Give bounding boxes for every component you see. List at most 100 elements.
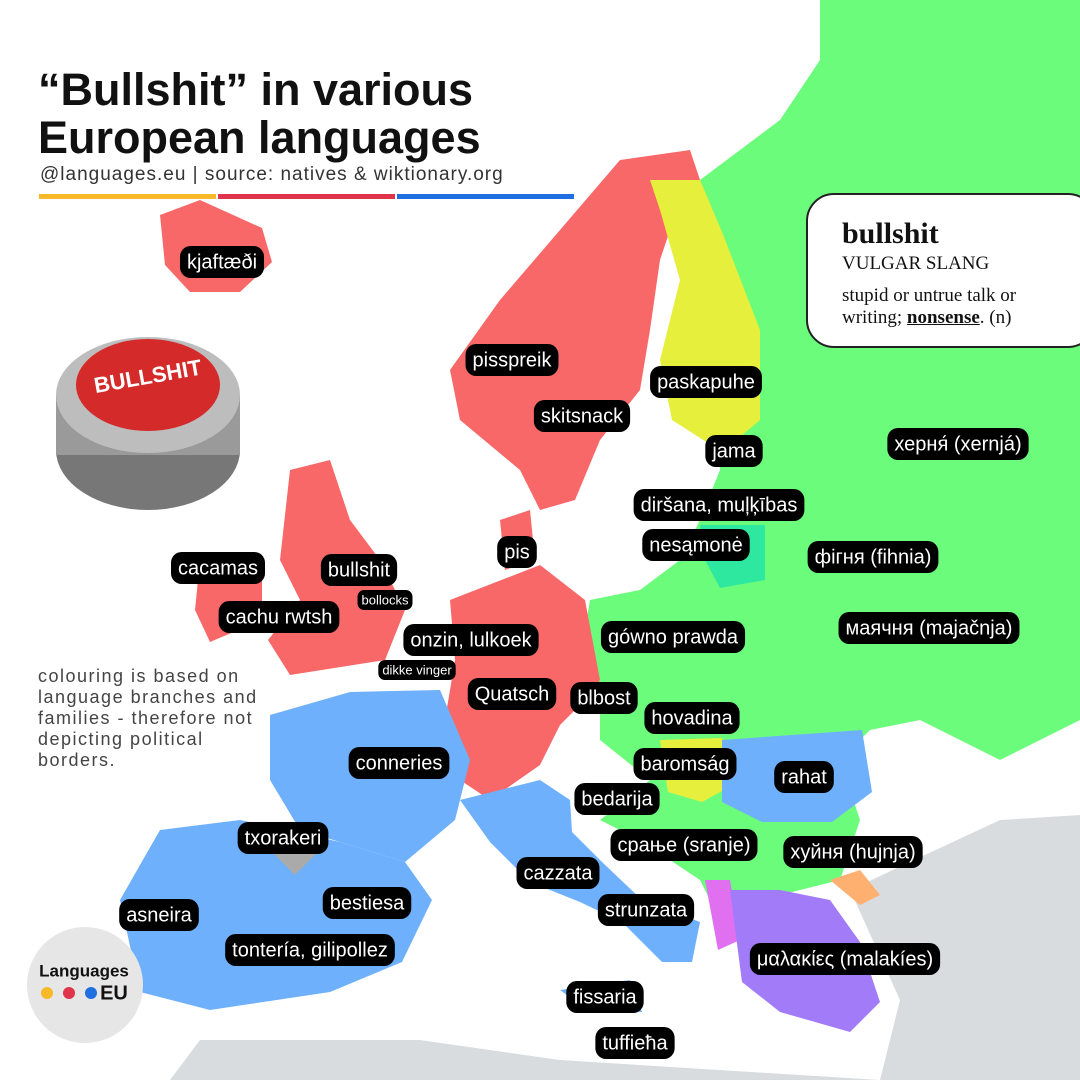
language-label: bestiesa [322,887,412,919]
label-box [533,400,631,432]
language-label: rahat [774,761,834,793]
language-label: hovadina [644,702,740,734]
label-text: rahat [781,766,827,788]
label-text: asneira [126,904,192,926]
label-text: bestiesa [330,892,405,914]
label-box [225,934,395,966]
definition-box: bullshit VULGAR SLANG stupid or untrue t… [806,193,1080,348]
language-label: херня́ (xernjá) [887,428,1029,460]
label-text: fissaria [573,986,637,1008]
label-text: hovadina [651,707,733,729]
language-label: paskapuhe [650,366,762,398]
logo-dot [63,987,75,999]
label-box [357,590,413,610]
label-box [467,678,557,710]
label-text: cazzata [524,862,594,884]
label-box [644,702,740,734]
language-label: pis [497,536,537,568]
label-box [566,981,644,1013]
definition-text-part: stupid or untrue talk or writing; [842,285,1017,328]
label-text: bollocks [362,592,409,607]
label-text: tuffieħa [602,1032,668,1054]
label-text: gówno prawda [608,626,739,648]
label-text: strunzata [605,899,688,921]
button-top [76,339,220,431]
logo: Languages EU [27,927,143,1043]
definition-text: stupid or untrue talk or writing; nonsen… [842,285,1052,329]
title-line: European languages [38,112,481,163]
language-label: tontería, gilipollez [225,934,395,966]
language-label: срање (sranje) [610,829,758,861]
label-box [633,748,737,780]
logo-circle [27,927,143,1043]
label-box [119,899,199,931]
language-label: asneira [119,899,199,931]
language-label: bollocks [357,590,413,610]
language-label: хуйня (hujnja) [783,836,923,868]
label-text: маячня (majačnja) [846,617,1013,639]
label-text: bedarija [581,788,653,810]
label-text: onzin, lulkoek [410,629,532,651]
language-label: bullshit [320,554,398,586]
logo-line1: Languages [39,961,129,980]
label-text: pis [504,541,530,563]
label-box [237,822,329,854]
label-text: Quatsch [475,683,549,705]
note: colouring is based on language branches … [38,666,258,770]
language-label: tuffieħa [595,1027,675,1059]
label-text: txorakeri [245,827,322,849]
turkic-area [830,870,880,905]
logo-dot [41,987,53,999]
language-label: bedarija [574,783,660,815]
language-label: cacamas [170,552,266,584]
language-label: gówno prawda [600,621,746,653]
label-box [774,761,834,793]
language-label: jama [705,435,763,467]
language-label: μαλακίες (malakíes) [749,943,941,975]
language-label: conneries [348,747,450,779]
language-label: diršana, muļķības [633,489,805,521]
definition-text-part: . (n) [979,307,1012,328]
language-label: Quatsch [467,678,557,710]
label-box [650,366,762,398]
basque-area [270,850,320,875]
label-text: blbost [577,687,631,709]
label-text: pisspreik [473,349,553,371]
definition-word: bullshit [842,217,939,250]
label-text: фігня (fihnia) [815,546,932,568]
bar-blue [397,194,574,199]
label-box [595,1027,675,1059]
language-label: baromság [633,748,737,780]
language-label: blbost [570,682,638,714]
label-box [497,536,537,568]
label-box [320,554,398,586]
logo-dot [85,987,97,999]
label-text: срање (sranje) [618,834,751,856]
language-label: skitsnack [533,400,631,432]
label-text: paskapuhe [657,371,755,393]
logo-line2: EU [100,982,128,1004]
label-box [179,246,265,278]
label-box [633,489,805,521]
label-box [783,836,923,868]
label-text: dikke vinger [382,662,452,677]
language-label: cachu rwtsh [218,601,340,633]
language-label: fissaria [566,981,644,1013]
label-text: skitsnack [541,405,624,427]
label-box [348,747,450,779]
language-label: strunzata [597,894,695,926]
label-text: хуйня (hujnja) [790,841,915,863]
label-box [574,783,660,815]
language-label: маячня (majačnja) [838,612,1020,644]
label-box [705,435,763,467]
label-text: conneries [356,752,443,774]
label-box [516,857,600,889]
label-box [378,660,456,680]
bar-yellow [39,194,216,199]
bar-red [218,194,395,199]
label-box [570,682,638,714]
language-label: txorakeri [237,822,329,854]
title: “Bullshit” in various European languages [38,66,481,162]
label-text: tontería, gilipollez [232,939,388,961]
definition-link: nonsense [906,307,980,328]
